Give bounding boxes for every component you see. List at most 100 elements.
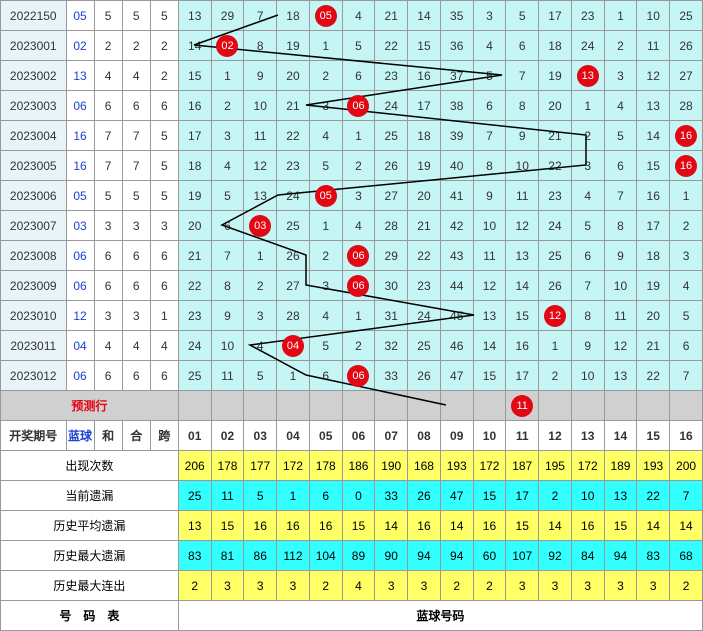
miss-cell: 13: [637, 91, 670, 121]
miss-cell: 16: [178, 91, 211, 121]
miss-cell: 16: [637, 181, 670, 211]
blue-ball-value: 06: [66, 241, 94, 271]
miss-cell: 1: [571, 91, 604, 121]
miss-cell: 25: [539, 241, 572, 271]
stat-value: 26: [408, 481, 441, 511]
stat-value: 2: [670, 571, 703, 601]
stat-value: 89: [342, 541, 375, 571]
predict-empty: [440, 391, 473, 421]
miss-cell: 7: [670, 361, 703, 391]
miss-cell: 5: [473, 61, 506, 91]
miss-cell: 19: [539, 61, 572, 91]
miss-cell: 9: [604, 241, 637, 271]
miss-cell: 7: [473, 121, 506, 151]
hit-cell: 04: [277, 331, 310, 361]
stat-value: 193: [637, 451, 670, 481]
miss-cell: 3: [309, 271, 342, 301]
miss-cell: 46: [440, 331, 473, 361]
period-cell: 2023012: [1, 361, 67, 391]
predict-empty: [670, 391, 703, 421]
kua-cell: 2: [150, 61, 178, 91]
hit-cell: 06: [342, 241, 375, 271]
miss-cell: 3: [473, 1, 506, 31]
miss-cell: 6: [571, 241, 604, 271]
hit-ball: 06: [347, 245, 369, 267]
kua-cell: 1: [150, 301, 178, 331]
miss-cell: 43: [440, 241, 473, 271]
miss-cell: 1: [277, 361, 310, 391]
hit-cell: 06: [342, 361, 375, 391]
stat-value: 206: [178, 451, 211, 481]
stat-value: 107: [506, 541, 539, 571]
data-row: 2023004167751731122412518397921251416: [1, 121, 703, 151]
miss-cell: 21: [178, 241, 211, 271]
sum-cell: 4: [94, 61, 122, 91]
miss-cell: 3: [211, 121, 244, 151]
kua-cell: 4: [150, 331, 178, 361]
sum-cell: 6: [94, 241, 122, 271]
hit-ball: 12: [544, 305, 566, 327]
data-row: 20230080666621712620629224311132569183: [1, 241, 703, 271]
miss-cell: 17: [539, 1, 572, 31]
predict-label: 预测行: [71, 399, 107, 413]
miss-cell: 6: [670, 331, 703, 361]
sum-cell: 6: [94, 271, 122, 301]
stat-label: 出现次数: [1, 451, 179, 481]
stat-value: 195: [539, 451, 572, 481]
blue-ball-value: 03: [66, 211, 94, 241]
miss-cell: 5: [506, 1, 539, 31]
miss-cell: 2: [244, 271, 277, 301]
predict-ball: 11: [511, 395, 533, 417]
miss-cell: 5: [571, 211, 604, 241]
miss-cell: 22: [277, 121, 310, 151]
stat-value: 94: [408, 541, 441, 571]
header-num: 05: [309, 421, 342, 451]
blue-ball-value: 05: [66, 1, 94, 31]
stat-value: 3: [506, 571, 539, 601]
he-cell: 7: [122, 121, 150, 151]
miss-cell: 18: [637, 241, 670, 271]
header-num: 06: [342, 421, 375, 451]
stat-value: 2: [178, 571, 211, 601]
miss-cell: 9: [211, 301, 244, 331]
sum-cell: 7: [94, 121, 122, 151]
header-sum: 和: [94, 421, 122, 451]
miss-cell: 15: [178, 61, 211, 91]
kua-cell: 6: [150, 241, 178, 271]
stat-value: 1: [277, 481, 310, 511]
miss-cell: 4: [342, 1, 375, 31]
miss-cell: 23: [408, 271, 441, 301]
stat-label: 历史最大遗漏: [1, 541, 179, 571]
stat-value: 186: [342, 451, 375, 481]
miss-cell: 20: [539, 91, 572, 121]
stat-value: 200: [670, 451, 703, 481]
predict-empty: [473, 391, 506, 421]
stat-value: 15: [342, 511, 375, 541]
stat-value: 14: [637, 511, 670, 541]
miss-cell: 29: [211, 1, 244, 31]
miss-cell: 10: [473, 211, 506, 241]
stat-value: 15: [211, 511, 244, 541]
he-cell: 6: [122, 241, 150, 271]
miss-cell: 19: [637, 271, 670, 301]
hit-ball: 06: [347, 275, 369, 297]
miss-cell: 21: [539, 121, 572, 151]
miss-cell: 4: [571, 181, 604, 211]
miss-cell: 4: [309, 301, 342, 331]
miss-cell: 15: [506, 301, 539, 331]
hit-ball: 06: [347, 95, 369, 117]
miss-cell: 21: [637, 331, 670, 361]
stat-value: 94: [440, 541, 473, 571]
predict-empty: [637, 391, 670, 421]
miss-cell: 4: [309, 121, 342, 151]
miss-cell: 30: [375, 271, 408, 301]
miss-cell: 21: [277, 91, 310, 121]
miss-cell: 22: [408, 241, 441, 271]
kua-cell: 5: [150, 121, 178, 151]
hit-ball: 05: [315, 185, 337, 207]
miss-cell: 23: [539, 181, 572, 211]
data-row: 20230101233123932841312445131512811205: [1, 301, 703, 331]
he-cell: 6: [122, 271, 150, 301]
miss-cell: 23: [571, 1, 604, 31]
miss-cell: 19: [408, 151, 441, 181]
